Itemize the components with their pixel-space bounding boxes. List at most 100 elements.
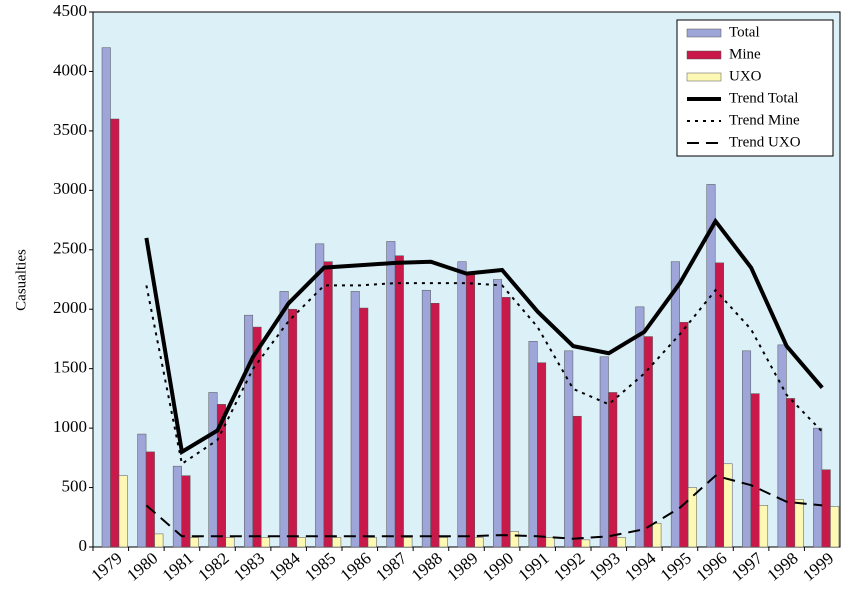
y-tick-label: 0 [79, 536, 88, 555]
bar [742, 350, 752, 548]
legend-swatch [686, 50, 722, 60]
bar [670, 261, 680, 548]
x-tick-label: 1986 [337, 549, 375, 585]
bar [101, 47, 111, 548]
x-tick-label: 1979 [88, 549, 126, 585]
x-tick-label: 1999 [799, 549, 837, 585]
trend-line [145, 474, 823, 540]
y-tick-label: 1500 [53, 358, 87, 377]
bar [581, 539, 591, 548]
bar [706, 184, 716, 548]
bar [813, 427, 823, 548]
bar [189, 537, 199, 548]
trend-line [144, 217, 824, 456]
legend-label: Trend Total [729, 90, 798, 106]
legend-swatch [686, 28, 722, 38]
bar [465, 273, 475, 548]
bar [750, 393, 760, 548]
bar [652, 522, 662, 548]
bar [386, 241, 396, 548]
bar [474, 537, 484, 548]
x-tick-label: 1993 [586, 549, 624, 585]
bar [296, 537, 306, 548]
bar [367, 537, 377, 548]
y-axis-label: Casualties [13, 249, 29, 311]
bar [323, 261, 333, 548]
legend-label: Mine [729, 46, 761, 62]
bar [394, 255, 404, 548]
x-tick-label: 1985 [301, 549, 339, 585]
y-tick-label: 4000 [53, 60, 87, 79]
bar [252, 326, 262, 548]
x-tick-label: 1988 [408, 549, 446, 585]
bar [244, 314, 254, 548]
legend-box [676, 19, 834, 157]
bar [759, 505, 769, 548]
bar [643, 336, 653, 548]
x-tick-label: 1982 [194, 549, 232, 585]
y-tick-label: 1000 [53, 417, 87, 436]
bar [501, 297, 511, 548]
x-tick-label: 1992 [550, 549, 588, 585]
bar [714, 262, 724, 548]
bar [350, 291, 360, 548]
legend-label: UXO [729, 68, 762, 84]
x-tick-label: 1981 [159, 549, 197, 585]
bar [723, 463, 733, 548]
bar [145, 451, 155, 548]
y-tick-label: 4500 [53, 1, 87, 20]
bar [288, 308, 298, 548]
x-tick-label: 1989 [443, 549, 481, 585]
bar [216, 404, 226, 548]
bar [225, 537, 235, 548]
x-tick-label: 1980 [123, 549, 161, 585]
bar [181, 475, 191, 548]
bar [421, 289, 431, 548]
x-tick-label: 1995 [657, 549, 695, 585]
bar [430, 303, 440, 548]
bar [830, 506, 840, 548]
bar [208, 392, 218, 548]
x-tick-label: 1998 [763, 549, 801, 585]
x-tick-label: 1990 [479, 549, 517, 585]
bar [821, 469, 831, 548]
bar [635, 306, 645, 548]
y-tick-label: 500 [62, 476, 88, 495]
bar [545, 537, 555, 548]
trend-line [145, 282, 823, 466]
x-tick-label: 1994 [621, 548, 660, 585]
bar [359, 307, 369, 548]
bar [154, 533, 164, 548]
y-tick-label: 3000 [53, 179, 87, 198]
bar [608, 392, 618, 548]
legend-swatch [686, 72, 722, 82]
bar [261, 537, 271, 548]
x-tick-label: 1991 [514, 549, 552, 585]
bar [794, 499, 804, 548]
bar [537, 362, 547, 548]
bar [786, 398, 796, 548]
bar [599, 356, 609, 548]
bar [110, 118, 120, 548]
bar [137, 433, 147, 548]
y-tick-label: 2500 [53, 239, 87, 258]
bar [528, 341, 538, 548]
legend-label: Trend UXO [729, 134, 801, 150]
bar [403, 537, 413, 548]
bar [118, 475, 128, 548]
bar [616, 537, 626, 548]
y-tick-label: 2000 [53, 298, 87, 317]
bar [493, 279, 503, 548]
y-tick-label: 3500 [53, 120, 87, 139]
bar [572, 415, 582, 548]
x-tick-label: 1997 [728, 548, 767, 585]
bar [679, 322, 689, 548]
x-tick-label: 1996 [692, 549, 730, 585]
bar [564, 350, 574, 548]
bar [510, 531, 520, 548]
bar [687, 487, 697, 548]
bar [438, 537, 448, 548]
x-tick-label: 1984 [265, 548, 304, 585]
bar [457, 261, 467, 548]
